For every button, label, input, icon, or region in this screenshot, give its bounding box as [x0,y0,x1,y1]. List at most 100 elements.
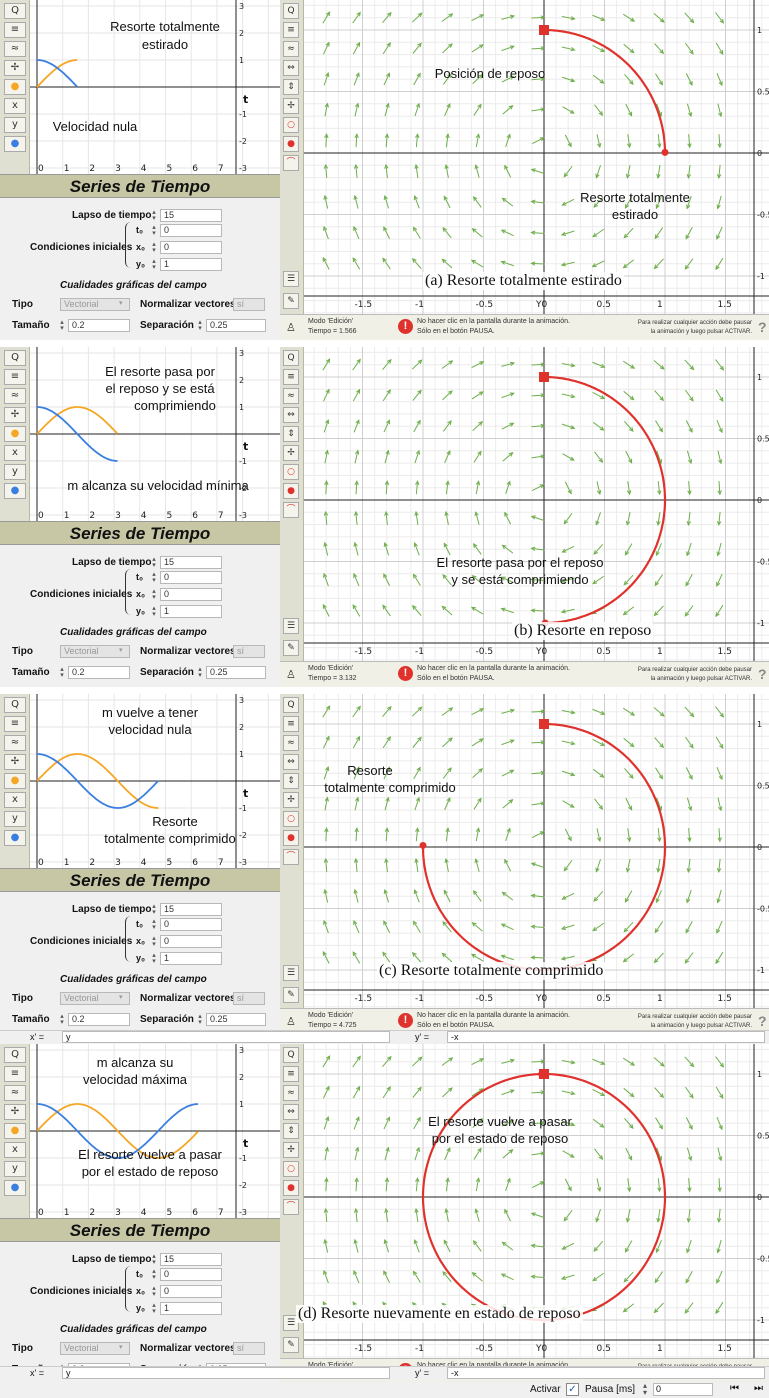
lapso-field[interactable]: 15 [160,1253,222,1266]
separacion-field[interactable]: 0.25 [206,666,266,679]
toolbar-tool-icon[interactable]: x [4,445,26,461]
y0-field[interactable]: 1 [160,952,222,965]
toolbar-tool-icon[interactable]: ● [4,483,26,499]
toolbar-tool-icon[interactable]: ≡ [283,1066,299,1082]
lapso-field[interactable]: 15 [160,556,222,569]
toolbar-tool-icon[interactable]: y [4,464,26,480]
list-icon[interactable]: ☰ [283,965,299,981]
lapso-field[interactable]: 15 [160,209,222,222]
toolbar-tool-icon[interactable]: ⌒ [283,502,299,518]
toolbar-tool-icon[interactable]: ● [283,1180,299,1196]
toolbar-tool-icon[interactable]: ● [283,483,299,499]
activar-checkbox[interactable]: ✓ [566,1383,579,1396]
yprime-field[interactable]: -x [447,1367,765,1379]
help-icon[interactable]: ? [758,1013,767,1029]
toolbar-tool-icon[interactable]: ≈ [4,388,26,404]
toolbar-tool-icon[interactable]: Q [4,697,26,713]
pausa-spinner[interactable]: ▴ ▾ [643,1381,648,1397]
toolbar-tool-icon[interactable]: ⇔ [283,407,299,423]
toolbar-tool-icon[interactable]: ✢ [4,407,26,423]
toolbar-tool-icon[interactable]: ✢ [4,1104,26,1120]
toolbar-tool-icon[interactable]: Q [4,350,26,366]
spinner-arrows-icon[interactable]: ▴▾ [152,258,156,271]
tipo-dropdown-icon[interactable]: ▾ [119,300,123,307]
spinner-arrows-icon[interactable]: ▴▾ [152,588,156,601]
toolbar-tool-icon[interactable]: ⇕ [283,426,299,442]
spinner-arrows-icon[interactable]: ▴▾ [152,1302,156,1315]
lapso-field[interactable]: 15 [160,903,222,916]
tipo-dropdown-icon[interactable]: ▾ [119,994,123,1001]
toolbar-tool-icon[interactable]: ● [4,773,26,789]
list-icon[interactable]: ☰ [283,618,299,634]
toolbar-tool-icon[interactable]: ≡ [4,22,26,38]
spinner-arrows-icon[interactable]: ▴▾ [152,556,156,569]
y0-field[interactable]: 1 [160,258,222,271]
toolbar-tool-icon[interactable]: ○ [283,811,299,827]
person-icon[interactable]: ♙ [286,669,296,681]
t0-field[interactable]: 0 [160,1268,222,1281]
pencil-icon[interactable]: ✎ [283,1337,299,1353]
toolbar-tool-icon[interactable]: ⌒ [283,849,299,865]
toolbar-tool-icon[interactable]: ✢ [283,1142,299,1158]
tamano-field[interactable]: 0.2 [68,666,130,679]
person-icon[interactable]: ♙ [286,1016,296,1028]
toolbar-tool-icon[interactable]: ≈ [4,735,26,751]
x0-field[interactable]: 0 [160,1285,222,1298]
toolbar-tool-icon[interactable]: ≈ [283,1085,299,1101]
toolbar-tool-icon[interactable]: ≡ [283,716,299,732]
toolbar-tool-icon[interactable]: ○ [283,1161,299,1177]
toolbar-tool-icon[interactable]: ● [4,136,26,152]
toolbar-tool-icon[interactable]: ⇔ [283,754,299,770]
t0-field[interactable]: 0 [160,224,222,237]
t0-field[interactable]: 0 [160,918,222,931]
spinner-arrows-icon[interactable]: ▴▾ [152,935,156,948]
step-icon[interactable]: ⏭ [754,1383,763,1394]
toolbar-tool-icon[interactable]: x [4,98,26,114]
toolbar-tool-icon[interactable]: ⇔ [283,1104,299,1120]
toolbar-tool-icon[interactable]: Q [283,3,299,19]
spinner-arrows-icon[interactable]: ▴▾ [60,319,64,332]
toolbar-tool-icon[interactable]: ✢ [4,60,26,76]
toolbar-tool-icon[interactable]: ✢ [283,792,299,808]
help-icon[interactable]: ? [758,319,767,335]
toolbar-tool-icon[interactable]: Q [283,1047,299,1063]
normalizar-select[interactable]: sí [233,645,265,658]
pencil-icon[interactable]: ✎ [283,987,299,1003]
list-icon[interactable]: ☰ [283,271,299,287]
spinner-arrows-icon[interactable]: ▴▾ [152,224,156,237]
toolbar-tool-icon[interactable]: ≈ [4,1085,26,1101]
toolbar-tool-icon[interactable]: y [4,117,26,133]
x0-field[interactable]: 0 [160,935,222,948]
list-icon[interactable]: ☰ [283,1315,299,1331]
rewind-icon[interactable]: ⏮ [730,1383,739,1394]
person-icon[interactable]: ♙ [286,322,296,334]
toolbar-tool-icon[interactable]: ● [4,79,26,95]
help-icon[interactable]: ? [758,666,767,682]
toolbar-tool-icon[interactable]: ● [4,426,26,442]
tipo-dropdown-icon[interactable]: ▾ [119,647,123,654]
x0-field[interactable]: 0 [160,241,222,254]
spinner-arrows-icon[interactable]: ▴▾ [152,241,156,254]
normalizar-select[interactable]: sí [233,298,265,311]
toolbar-tool-icon[interactable]: ● [4,1123,26,1139]
toolbar-tool-icon[interactable]: ≡ [283,369,299,385]
toolbar-tool-icon[interactable]: x [4,1142,26,1158]
spinner-arrows-icon[interactable]: ▴▾ [152,1268,156,1281]
toolbar-tool-icon[interactable]: ⇕ [283,1123,299,1139]
spinner-arrows-icon[interactable]: ▴▾ [152,952,156,965]
toolbar-tool-icon[interactable]: ⇕ [283,79,299,95]
xprime-field[interactable]: y [62,1031,390,1043]
toolbar-tool-icon[interactable]: ≡ [4,369,26,385]
tipo-select[interactable]: Vectorial [60,645,130,658]
toolbar-tool-icon[interactable]: y [4,1161,26,1177]
toolbar-tool-icon[interactable]: ≈ [4,41,26,57]
normalizar-select[interactable]: sí [233,992,265,1005]
spinner-arrows-icon[interactable]: ▴▾ [198,319,202,332]
toolbar-tool-icon[interactable]: ✢ [283,445,299,461]
spinner-arrows-icon[interactable]: ▴▾ [198,666,202,679]
tipo-dropdown-icon[interactable]: ▾ [119,1344,123,1351]
toolbar-tool-icon[interactable]: x [4,792,26,808]
toolbar-tool-icon[interactable]: Q [283,697,299,713]
yprime-field[interactable]: -x [447,1031,765,1043]
tipo-select[interactable]: Vectorial [60,1342,130,1355]
